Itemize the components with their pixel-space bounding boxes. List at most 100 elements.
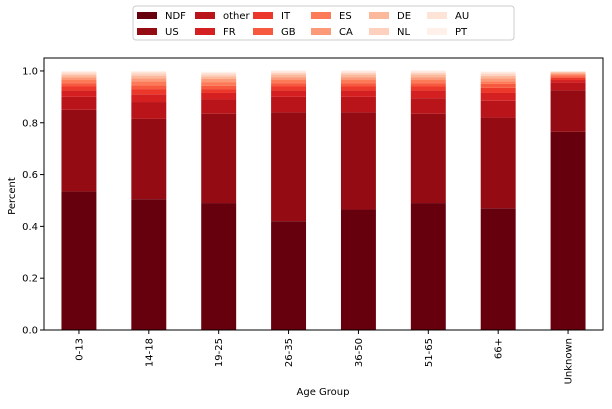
- bar-segment-ndf-unknown: [550, 131, 586, 330]
- x-tick-label: 19-25: [214, 338, 225, 367]
- bar-segment-es-14-18: [131, 81, 167, 86]
- bar-segment-pt-0-13: [61, 70, 97, 72]
- legend-label-fr: FR: [223, 27, 236, 38]
- bar-segment-au-26-35: [271, 71, 307, 73]
- bar-segment-es-36-50: [340, 80, 376, 84]
- bar-segment-ca-19-25: [201, 78, 237, 83]
- bar-segment-us-51-65: [410, 113, 446, 204]
- bar-segment-au-unknown: [550, 71, 586, 72]
- bar-segment-ca-66+: [480, 78, 516, 82]
- bar-segment-pt-51-65: [410, 70, 446, 72]
- legend-label-us: US: [165, 27, 179, 38]
- bar-segment-ca-51-65: [410, 77, 446, 81]
- x-tick-label: 36-50: [354, 338, 365, 367]
- legend-swatch-gb: [253, 28, 273, 35]
- bar-segment-it-51-65: [410, 86, 446, 91]
- bar-segment-fr-36-50: [340, 90, 376, 97]
- legend-label-es: ES: [339, 11, 352, 22]
- bar-segment-pt-19-25: [201, 71, 237, 73]
- bar-segment-ndf-51-65: [410, 203, 446, 330]
- bar-segment-us-26-35: [271, 112, 307, 222]
- legend-swatch-fr: [195, 28, 215, 35]
- bar-segment-de-36-50: [340, 74, 376, 78]
- bar-segment-it-unknown: [550, 77, 586, 81]
- x-axis: 0-13 14-18 19-25 26-35 36-50 51-65 66+ Unknown: [74, 330, 575, 384]
- bar-segment-other-36-50: [340, 96, 376, 113]
- bar-segment-es-66+: [480, 81, 516, 84]
- legend-swatch-ndf: [137, 12, 157, 19]
- bar-segment-de-14-18: [131, 75, 167, 79]
- bar-segment-es-26-35: [271, 80, 307, 84]
- bar-segment-fr-0-13: [61, 90, 97, 97]
- bar-segment-nl-36-50: [340, 72, 376, 75]
- bar-segment-es-0-13: [61, 80, 97, 84]
- bar-segment-other-0-13: [61, 96, 97, 110]
- bar-segment-it-26-35: [271, 86, 307, 91]
- bar-segment-ndf-0-13: [61, 191, 97, 330]
- bar-segment-au-36-50: [340, 71, 376, 73]
- bar-segment-pt-26-35: [271, 70, 307, 72]
- x-tick-label: 0-13: [74, 338, 85, 361]
- bar-segment-pt-unknown: [550, 70, 586, 72]
- bar-segment-it-0-13: [61, 86, 97, 91]
- legend-swatch-other: [195, 12, 215, 19]
- bar-segment-ca-0-13: [61, 77, 97, 81]
- bar-segment-au-14-18: [131, 71, 167, 74]
- x-tick-label: 14-18: [144, 338, 155, 367]
- bar-segment-de-66+: [480, 75, 516, 79]
- legend-label-de: DE: [397, 11, 411, 22]
- legend-label-nl: NL: [397, 27, 410, 38]
- legend-swatch-us: [137, 28, 157, 35]
- legend-label-it: IT: [281, 11, 291, 22]
- y-tick-label: 0.4: [22, 222, 38, 233]
- bar-segment-gb-19-25: [201, 85, 237, 90]
- legend-label-ca: CA: [339, 27, 353, 38]
- bar-segment-fr-14-18: [131, 94, 167, 103]
- bar-segment-de-unknown: [550, 72, 586, 74]
- bar-segment-fr-26-35: [271, 90, 307, 97]
- bar-segment-ca-14-18: [131, 78, 167, 82]
- bar-segment-us-14-18: [131, 118, 167, 200]
- bar-segment-nl-14-18: [131, 73, 167, 76]
- bar-segment-fr-66+: [480, 92, 516, 101]
- y-tick-label: 0.6: [22, 170, 38, 181]
- legend-swatch-pt: [427, 28, 447, 35]
- bar-segment-other-unknown: [550, 82, 586, 91]
- bar-segment-gb-14-18: [131, 85, 167, 90]
- bar-segment-fr-unknown: [550, 80, 586, 83]
- bar-segment-other-19-25: [201, 99, 237, 114]
- bars-group: [61, 70, 586, 330]
- bar-segment-es-19-25: [201, 82, 237, 86]
- legend-label-other: other: [223, 11, 251, 22]
- bar-segment-ndf-66+: [480, 208, 516, 330]
- legend-swatch-es: [311, 12, 331, 19]
- bar-segment-us-unknown: [550, 90, 586, 132]
- y-tick-label: 0.0: [22, 326, 38, 337]
- bar-segment-ndf-36-50: [340, 209, 376, 330]
- legend-label-gb: GB: [281, 27, 296, 38]
- bar-segment-ca-unknown: [550, 73, 586, 75]
- y-tick-label: 0.8: [22, 118, 38, 129]
- y-axis-label: Percent: [7, 177, 18, 215]
- bar-segment-us-19-25: [201, 113, 237, 204]
- bar-segment-ca-36-50: [340, 77, 376, 81]
- bar-segment-nl-51-65: [410, 72, 446, 75]
- legend: NDF US other FR IT GB ES CA DE NL AU PT: [132, 5, 515, 41]
- legend-label-pt: PT: [455, 27, 468, 38]
- x-tick-label: 26-35: [284, 338, 295, 367]
- bar-segment-gb-0-13: [61, 83, 97, 87]
- bar-segment-de-26-35: [271, 74, 307, 78]
- bar-segment-ca-26-35: [271, 77, 307, 81]
- x-tick-label: 51-65: [424, 338, 435, 367]
- bar-segment-de-0-13: [61, 75, 97, 78]
- y-axis: 0.0 0.2 0.4 0.6 0.8 1.0: [22, 66, 44, 337]
- bar-segment-it-66+: [480, 87, 516, 93]
- bar-segment-nl-unknown: [550, 71, 586, 73]
- bar-segment-other-26-35: [271, 96, 307, 113]
- bar-segment-ndf-26-35: [271, 221, 307, 330]
- legend-swatch-nl: [369, 28, 389, 35]
- legend-box: [132, 5, 515, 41]
- x-axis-label: Age Group: [297, 387, 350, 398]
